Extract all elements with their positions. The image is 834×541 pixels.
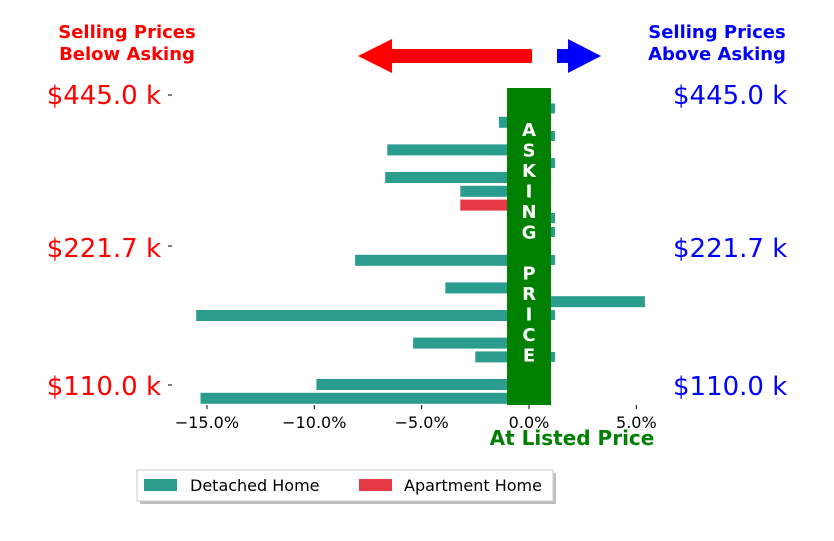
asking-price-letter: S [523,141,536,162]
legend-box [136,469,554,502]
asking-price-letter: I [526,305,533,326]
price-label-right-mid: $221.7 k [673,234,787,264]
asking-price-letter: C [522,325,535,346]
detached-home-bar [316,379,529,390]
asking-price-letter: A [522,120,536,141]
title-left-line2: Below Asking [59,44,195,65]
arrow-left-icon [358,39,532,73]
detached-home-bar [413,337,529,349]
bars-group [196,103,645,404]
price-label-right-top: $445.0 k [673,81,787,111]
detached-home-bar [475,351,529,363]
asking-price-letter: R [522,284,536,305]
legend-swatch-detached [144,479,177,491]
legend-label-detached: Detached Home [190,476,320,495]
x-axis: −15.0% −10.0% −5.0% 0.0% 5.0% [175,405,657,432]
arrow-right-icon [557,39,601,73]
x-tick-label: 5.0% [616,413,657,432]
detached-home-bar [529,296,645,308]
x-tick-label: −10.0% [282,413,346,432]
asking-price-letter: E [523,346,535,367]
asking-price-band [507,88,551,405]
detached-home-bar-stub [549,158,555,168]
price-label-left-bottom: $110.0 k [47,372,161,402]
x-tick-label: −5.0% [395,413,449,432]
asking-price-letter: G [522,223,537,244]
detached-home-bar [460,185,529,197]
legend: Detached Home Apartment Home [136,469,556,504]
price-label-left-top: $445.0 k [47,81,161,111]
detached-home-bar-stub [549,131,555,141]
detached-home-bar [355,254,529,266]
legend-label-apartment: Apartment Home [404,476,542,495]
detached-home-bar [200,392,529,404]
detached-home-bar-stub [549,255,555,265]
title-right-line1: Selling Prices [648,22,785,43]
title-right-line2: Above Asking [648,44,786,65]
price-label-left-mid: $221.7 k [47,234,161,264]
detached-home-bar [387,144,529,156]
detached-home-bar-stub [549,227,555,237]
detached-home-bar [196,310,529,321]
price-label-right-bottom: $110.0 k [673,372,787,402]
legend-swatch-apartment [359,479,392,491]
detached-home-bar-stub [549,213,555,223]
detached-home-bar-stub [549,103,555,114]
x-tick-label: 0.0% [509,413,550,432]
apartment-home-bar [460,199,529,211]
asking-price-letter: I [526,182,533,203]
x-tick-label: −15.0% [175,413,239,432]
detached-home-bar-stub [549,310,555,320]
asking-price-letter: P [522,264,535,285]
detached-home-bar [445,282,529,294]
asking-price-letter: N [521,202,536,223]
asking-price-letter: K [522,161,537,182]
detached-home-bar-stub [549,352,555,362]
detached-home-bar [385,172,529,183]
x-axis-label: At Listed Price [490,426,655,450]
title-left-line1: Selling Prices [58,22,195,43]
